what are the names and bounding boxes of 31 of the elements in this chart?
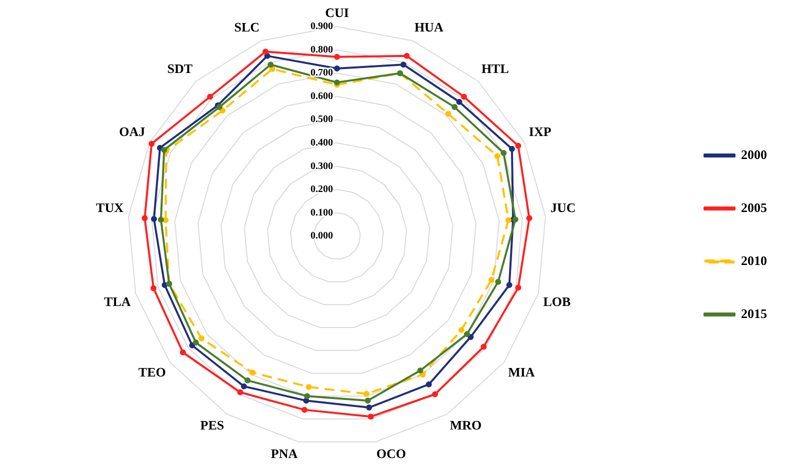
spoke-label: OCO: [376, 446, 406, 461]
spoke-label: MRO: [450, 417, 482, 432]
y-tick-label: 0.800: [310, 44, 333, 56]
y-tick-label: 0.200: [310, 184, 333, 196]
y-tick-label: 0.300: [310, 160, 333, 172]
spoke-label: IXP: [528, 124, 552, 139]
spoke-label: TLA: [104, 294, 132, 309]
spoke-label: HUA: [414, 20, 444, 35]
spoke-label: SLC: [234, 20, 260, 35]
legend-label: 2015: [741, 306, 768, 321]
y-tick-label: 0.000: [310, 230, 333, 242]
spoke-label: PNA: [270, 446, 298, 461]
spoke-label: SDT: [167, 61, 193, 76]
y-tick-label: 0.100: [310, 207, 333, 218]
y-tick-label: 0.900: [310, 21, 333, 32]
spoke-label: OAJ: [119, 124, 146, 139]
y-tick-label: 0.500: [310, 114, 333, 126]
y-tick-label: 0.700: [310, 68, 333, 79]
spoke-label: PES: [200, 417, 224, 432]
y-tick-label: 0.600: [310, 90, 333, 102]
spoke-label: CUI: [325, 5, 349, 20]
spoke-label: TUX: [96, 200, 124, 215]
spoke-label: MIA: [508, 364, 536, 380]
y-tick-label: 0.400: [310, 138, 333, 149]
legend-label: 2000: [741, 146, 767, 162]
legend-label: 2005: [741, 200, 768, 215]
spoke-label: JUC: [550, 200, 576, 215]
spoke-label: LOB: [543, 294, 571, 309]
spoke-label: HTL: [481, 61, 510, 76]
spoke-label: TEO: [138, 364, 166, 380]
legend-label: 2010: [741, 252, 767, 268]
